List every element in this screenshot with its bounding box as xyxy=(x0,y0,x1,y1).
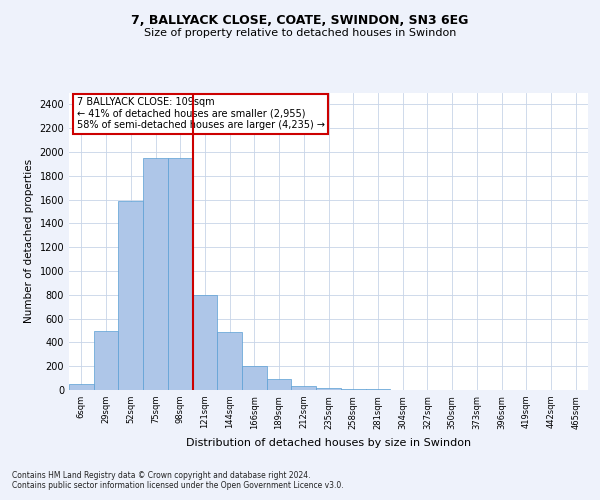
Bar xyxy=(365,389,390,390)
Bar xyxy=(267,380,292,390)
Bar xyxy=(193,295,217,390)
Bar xyxy=(217,332,242,390)
Bar xyxy=(94,330,118,390)
Bar xyxy=(143,158,168,390)
Text: Distribution of detached houses by size in Swindon: Distribution of detached houses by size … xyxy=(186,438,472,448)
Text: Size of property relative to detached houses in Swindon: Size of property relative to detached ho… xyxy=(144,28,456,38)
Bar xyxy=(168,158,193,390)
Text: Contains HM Land Registry data © Crown copyright and database right 2024.: Contains HM Land Registry data © Crown c… xyxy=(12,470,311,480)
Bar xyxy=(118,201,143,390)
Text: Contains public sector information licensed under the Open Government Licence v3: Contains public sector information licen… xyxy=(12,482,344,490)
Bar xyxy=(69,384,94,390)
Text: 7 BALLYACK CLOSE: 109sqm
← 41% of detached houses are smaller (2,955)
58% of sem: 7 BALLYACK CLOSE: 109sqm ← 41% of detach… xyxy=(77,97,325,130)
Bar xyxy=(242,366,267,390)
Bar xyxy=(292,386,316,390)
Bar xyxy=(316,388,341,390)
Text: 7, BALLYACK CLOSE, COATE, SWINDON, SN3 6EG: 7, BALLYACK CLOSE, COATE, SWINDON, SN3 6… xyxy=(131,14,469,26)
Y-axis label: Number of detached properties: Number of detached properties xyxy=(24,159,34,324)
